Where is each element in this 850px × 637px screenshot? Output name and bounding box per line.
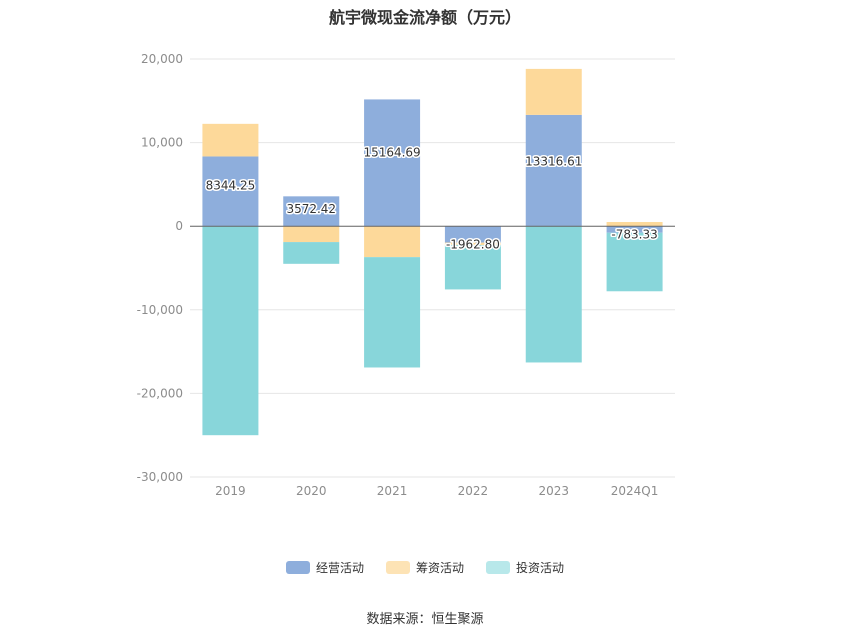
y-tick-label: 20,000 <box>141 52 183 66</box>
legend-item-financing[interactable]: 筹资活动 <box>385 559 464 576</box>
legend: 经营活动 筹资活动 投资活动 <box>0 559 850 576</box>
bar-2021-series-0[interactable] <box>364 99 421 227</box>
legend-label-investing: 投资活动 <box>516 561 565 575</box>
chart-title: 航宇微现金流净额（万元） <box>328 8 521 27</box>
bar-2021-series-1[interactable] <box>364 226 421 258</box>
legend-swatch-operating <box>285 561 310 574</box>
y-tick-label: -30,000 <box>137 470 183 484</box>
bar-2023-series-0[interactable] <box>525 114 582 227</box>
bar-2020-series-0[interactable] <box>283 196 340 227</box>
x-tick-label: 2021 <box>377 484 408 498</box>
bar-2019-series-2[interactable] <box>202 226 259 436</box>
legend-item-investing[interactable]: 投资活动 <box>486 559 564 576</box>
x-tick-label: 2022 <box>458 484 489 498</box>
bar-2019-series-1[interactable] <box>202 123 259 157</box>
x-tick-label: 2023 <box>538 484 569 498</box>
y-tick-label: 10,000 <box>141 136 183 150</box>
data-label: 3572.42 <box>286 202 336 216</box>
data-label: 15164.69 <box>363 146 420 160</box>
axis-layer: 20,000 10,000 0 -10,000 -20,000 -30,000 2019 20… <box>137 52 675 498</box>
bar-2022-series-0[interactable] <box>444 226 501 243</box>
source-note: 数据来源：恒生聚源 <box>366 612 484 627</box>
data-label: 13316.61 <box>525 155 582 169</box>
bar-2024Q1-series-2[interactable] <box>606 232 663 292</box>
y-tick-label: -20,000 <box>137 386 183 400</box>
bar-2024Q1-series-1[interactable] <box>606 222 663 227</box>
bar-2020-series-1[interactable] <box>283 226 340 243</box>
legend-item-operating[interactable]: 经营活动 <box>285 559 364 576</box>
bar-2023-series-2[interactable] <box>525 226 582 363</box>
bar-2023-series-1[interactable] <box>525 68 582 115</box>
bar-layer <box>202 68 663 436</box>
x-tick-label: 2019 <box>215 484 246 498</box>
x-tick-label: 2020 <box>296 484 327 498</box>
bar-2022-series-2[interactable] <box>444 245 501 290</box>
data-label: 8344.25 <box>206 179 256 193</box>
label-layer: 8344.25 3572.42 15164.69 -1962.80 13316.61 -7… <box>204 144 659 253</box>
grid-layer <box>190 58 675 478</box>
legend-swatch-investing <box>486 561 510 574</box>
bar-2020-series-2[interactable] <box>283 242 340 264</box>
legend-swatch-financing <box>385 561 410 574</box>
x-tick-label: 2024Q1 <box>611 484 659 498</box>
legend-label-operating: 经营活动 <box>315 561 364 575</box>
legend-label-financing: 筹资活动 <box>415 561 464 575</box>
bar-2021-series-2[interactable] <box>364 257 421 368</box>
y-tick-label: 0 <box>175 219 183 233</box>
y-tick-label: -10,000 <box>137 303 183 317</box>
data-label: -1962.80 <box>446 238 500 252</box>
bar-2024Q1-series-0[interactable] <box>606 226 663 233</box>
data-label: -783.33 <box>611 228 657 242</box>
bar-2022-series-1[interactable] <box>444 242 501 246</box>
bar-2019-series-0[interactable] <box>202 156 259 227</box>
